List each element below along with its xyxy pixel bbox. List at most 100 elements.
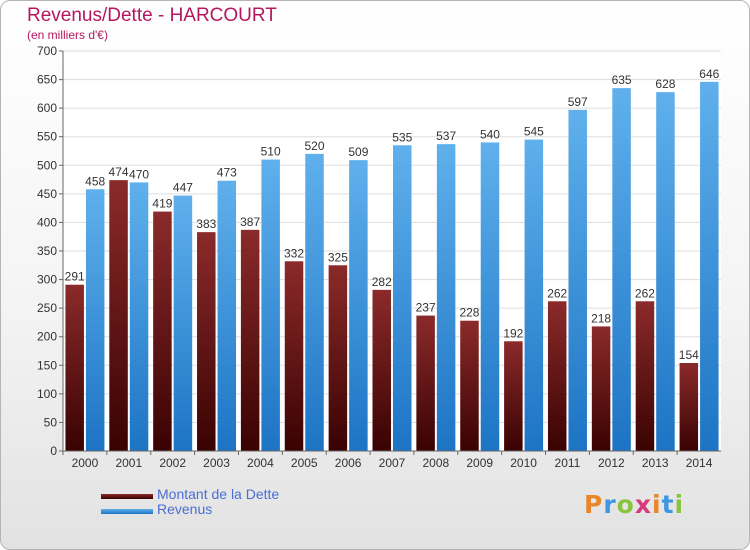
gridlines	[63, 50, 721, 452]
data-label-revenue: 510	[261, 145, 281, 159]
data-label-debt: 237	[416, 301, 436, 315]
data-label-revenue: 509	[348, 145, 368, 159]
bar-debt	[197, 232, 216, 451]
x-tick-label: 2011	[555, 456, 581, 470]
data-label-debt: 228	[459, 306, 479, 320]
data-label-debt: 154	[679, 348, 699, 362]
y-tick-label: 350	[37, 244, 57, 258]
data-label-revenue: 470	[129, 167, 149, 181]
data-label-revenue: 628	[655, 77, 675, 91]
y-tick-label: 250	[37, 301, 57, 315]
bar-revenue	[436, 144, 456, 451]
x-tick-label: 2002	[159, 456, 186, 470]
bar-revenue	[349, 160, 368, 451]
bar-debt	[460, 320, 479, 451]
bar-revenue	[524, 139, 544, 452]
y-tick-label: 550	[37, 130, 57, 144]
x-tick-label: 2000	[72, 456, 99, 470]
data-label-revenue: 646	[699, 67, 719, 81]
x-tick-label: 2012	[598, 456, 625, 470]
y-tick-label: 600	[37, 101, 57, 115]
x-tick-label: 2010	[510, 456, 537, 470]
logo-letter: o	[616, 490, 635, 519]
bar-debt	[591, 326, 611, 451]
data-label-debt: 332	[284, 246, 304, 260]
data-label-revenue: 540	[480, 127, 500, 141]
data-label-revenue: 635	[612, 73, 632, 87]
y-tick-label: 300	[37, 273, 57, 287]
x-tick-label: 2008	[423, 456, 450, 470]
y-tick-label: 500	[37, 158, 57, 172]
bar-debt	[65, 284, 84, 451]
logo-letter: i	[652, 490, 662, 519]
legend-swatch-revenue	[101, 509, 153, 514]
chart-title: Revenus/Dette - HARCOURT	[27, 5, 277, 26]
bar-debt	[284, 261, 304, 451]
legend-label-debt: Montant de la Dette	[157, 486, 280, 502]
bar-debt	[109, 180, 128, 451]
bar-revenue	[656, 92, 675, 452]
data-label-debt: 282	[372, 275, 392, 289]
data-label-debt: 387	[240, 215, 260, 229]
bar-revenue	[173, 195, 193, 451]
bar-debt	[416, 315, 435, 451]
legend-label-revenue: Revenus	[157, 501, 213, 517]
data-label-revenue: 545	[524, 125, 544, 139]
bar-revenue	[700, 81, 719, 451]
data-label-revenue: 458	[85, 174, 105, 188]
logo-letter: i	[674, 490, 685, 519]
data-label-debt: 262	[635, 286, 655, 300]
x-tick-label: 2001	[115, 456, 142, 470]
bar-debt	[240, 229, 260, 451]
x-tick-label: 2007	[379, 456, 406, 470]
logo-letter: r	[603, 490, 617, 519]
bar-revenue	[612, 88, 631, 452]
data-label-debt: 291	[65, 270, 85, 284]
data-label-revenue: 537	[436, 129, 456, 143]
bar-revenue	[393, 145, 412, 452]
bars	[65, 81, 719, 452]
y-tick-label: 650	[37, 73, 57, 87]
x-tick-label: 2006	[335, 456, 362, 470]
y-tick-label: 0	[50, 444, 57, 458]
data-label-revenue: 535	[392, 130, 412, 144]
y-tick-label: 150	[37, 358, 57, 372]
bar-revenue	[129, 182, 149, 451]
data-label-debt: 192	[503, 326, 523, 340]
logo-letter: P	[584, 490, 604, 519]
data-label-revenue: 473	[217, 166, 237, 180]
logo-letter: t	[661, 490, 675, 519]
bar-debt	[153, 211, 172, 451]
bar-debt	[372, 289, 391, 451]
bar-debt	[504, 341, 523, 451]
x-tick-label: 2014	[686, 456, 713, 470]
y-tick-label: 700	[37, 44, 57, 58]
chart-subtitle: (en milliers d'€)	[27, 28, 108, 42]
data-label-debt: 262	[547, 286, 567, 300]
proxiti-logo: Proxiti	[584, 490, 684, 519]
x-tick-label: 2013	[642, 456, 669, 470]
x-tick-label: 2005	[291, 456, 318, 470]
x-tick-label: 2009	[466, 456, 493, 470]
legend-swatch-debt	[101, 494, 153, 499]
x-tick-label: 2003	[203, 456, 230, 470]
bar-revenue	[480, 142, 500, 451]
bar-debt	[328, 265, 348, 451]
data-label-debt: 218	[591, 311, 611, 325]
bar-revenue	[305, 153, 324, 451]
data-label-revenue: 447	[173, 181, 193, 195]
x-tick-label: 2004	[247, 456, 274, 470]
y-tick-label: 100	[37, 387, 57, 401]
y-tick-label: 50	[44, 415, 58, 429]
bar-revenue	[261, 159, 280, 452]
y-tick-label: 450	[37, 187, 57, 201]
bar-debt	[547, 301, 567, 451]
data-label-revenue: 597	[568, 95, 588, 109]
data-label-debt: 383	[196, 217, 216, 231]
bar-debt	[635, 301, 655, 451]
data-label-debt: 419	[152, 197, 172, 211]
bar-debt	[679, 363, 699, 451]
